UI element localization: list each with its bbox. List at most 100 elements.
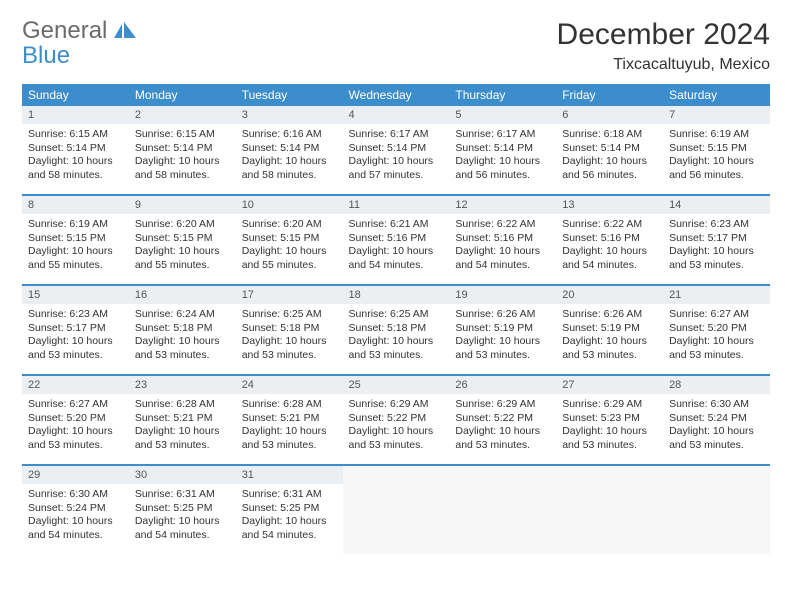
daylight-text: Daylight: 10 hours and 54 minutes. [455,245,550,272]
calendar-body: 1Sunrise: 6:15 AMSunset: 5:14 PMDaylight… [22,106,770,554]
sunset-text: Sunset: 5:18 PM [349,322,444,336]
daylight-text: Daylight: 10 hours and 56 minutes. [455,155,550,182]
calendar-day-cell: 30Sunrise: 6:31 AMSunset: 5:25 PMDayligh… [129,465,236,554]
calendar-day-cell: 20Sunrise: 6:26 AMSunset: 5:19 PMDayligh… [556,285,663,375]
title-block: December 2024 Tixcacaltuyub, Mexico [557,18,770,74]
daylight-text: Daylight: 10 hours and 55 minutes. [28,245,123,272]
weekday-header: Wednesday [343,84,450,106]
day-details: Sunrise: 6:26 AMSunset: 5:19 PMDaylight:… [449,304,556,369]
day-number: 19 [449,286,556,304]
logo-line2: Blue [22,42,70,69]
calendar-day-cell: .. [663,465,770,554]
daylight-text: Daylight: 10 hours and 53 minutes. [562,425,657,452]
day-details: Sunrise: 6:16 AMSunset: 5:14 PMDaylight:… [236,124,343,189]
day-number: 12 [449,196,556,214]
sunrise-text: Sunrise: 6:22 AM [455,218,550,232]
sunrise-text: Sunrise: 6:23 AM [669,218,764,232]
day-details: Sunrise: 6:22 AMSunset: 5:16 PMDaylight:… [449,214,556,279]
sunrise-text: Sunrise: 6:20 AM [242,218,337,232]
day-number: 23 [129,376,236,394]
logo-line1: General [22,17,107,44]
day-details: Sunrise: 6:28 AMSunset: 5:21 PMDaylight:… [236,394,343,459]
day-details: Sunrise: 6:19 AMSunset: 5:15 PMDaylight:… [22,214,129,279]
sunset-text: Sunset: 5:14 PM [349,142,444,156]
sunrise-text: Sunrise: 6:30 AM [28,488,123,502]
daylight-text: Daylight: 10 hours and 53 minutes. [135,335,230,362]
sunset-text: Sunset: 5:18 PM [242,322,337,336]
day-number: 20 [556,286,663,304]
daylight-text: Daylight: 10 hours and 53 minutes. [669,335,764,362]
calendar-day-cell: 8Sunrise: 6:19 AMSunset: 5:15 PMDaylight… [22,195,129,285]
calendar-day-cell: 10Sunrise: 6:20 AMSunset: 5:15 PMDayligh… [236,195,343,285]
sunrise-text: Sunrise: 6:19 AM [669,128,764,142]
weekday-header: Thursday [449,84,556,106]
daylight-text: Daylight: 10 hours and 53 minutes. [242,425,337,452]
day-details: Sunrise: 6:25 AMSunset: 5:18 PMDaylight:… [343,304,450,369]
sunrise-text: Sunrise: 6:25 AM [242,308,337,322]
sunset-text: Sunset: 5:25 PM [242,502,337,516]
day-details: Sunrise: 6:15 AMSunset: 5:14 PMDaylight:… [129,124,236,189]
day-number: 15 [22,286,129,304]
sunrise-text: Sunrise: 6:15 AM [28,128,123,142]
day-details: Sunrise: 6:20 AMSunset: 5:15 PMDaylight:… [129,214,236,279]
calendar-week-row: 29Sunrise: 6:30 AMSunset: 5:24 PMDayligh… [22,465,770,554]
daylight-text: Daylight: 10 hours and 54 minutes. [28,515,123,542]
sunset-text: Sunset: 5:22 PM [455,412,550,426]
day-number: 29 [22,466,129,484]
day-number: 17 [236,286,343,304]
sunrise-text: Sunrise: 6:19 AM [28,218,123,232]
day-details: Sunrise: 6:31 AMSunset: 5:25 PMDaylight:… [236,484,343,549]
sunset-text: Sunset: 5:16 PM [562,232,657,246]
day-details: Sunrise: 6:31 AMSunset: 5:25 PMDaylight:… [129,484,236,549]
sunrise-text: Sunrise: 6:21 AM [349,218,444,232]
calendar-day-cell: 5Sunrise: 6:17 AMSunset: 5:14 PMDaylight… [449,106,556,195]
calendar-day-cell: 23Sunrise: 6:28 AMSunset: 5:21 PMDayligh… [129,375,236,465]
day-details: Sunrise: 6:29 AMSunset: 5:23 PMDaylight:… [556,394,663,459]
sunrise-text: Sunrise: 6:24 AM [135,308,230,322]
day-details: Sunrise: 6:26 AMSunset: 5:19 PMDaylight:… [556,304,663,369]
weekday-header: Saturday [663,84,770,106]
header: General Blue December 2024 Tixcacaltuyub… [22,18,770,74]
calendar-day-cell: 15Sunrise: 6:23 AMSunset: 5:17 PMDayligh… [22,285,129,375]
day-details: Sunrise: 6:21 AMSunset: 5:16 PMDaylight:… [343,214,450,279]
calendar-day-cell: 9Sunrise: 6:20 AMSunset: 5:15 PMDaylight… [129,195,236,285]
daylight-text: Daylight: 10 hours and 58 minutes. [242,155,337,182]
day-details: Sunrise: 6:18 AMSunset: 5:14 PMDaylight:… [556,124,663,189]
calendar-day-cell: 7Sunrise: 6:19 AMSunset: 5:15 PMDaylight… [663,106,770,195]
daylight-text: Daylight: 10 hours and 54 minutes. [135,515,230,542]
calendar-day-cell: 31Sunrise: 6:31 AMSunset: 5:25 PMDayligh… [236,465,343,554]
page-title: December 2024 [557,18,770,52]
daylight-text: Daylight: 10 hours and 53 minutes. [28,335,123,362]
sunrise-text: Sunrise: 6:27 AM [28,398,123,412]
day-number: 28 [663,376,770,394]
daylight-text: Daylight: 10 hours and 53 minutes. [135,425,230,452]
day-number: 16 [129,286,236,304]
calendar-day-cell: 28Sunrise: 6:30 AMSunset: 5:24 PMDayligh… [663,375,770,465]
sunrise-text: Sunrise: 6:15 AM [135,128,230,142]
day-number: 18 [343,286,450,304]
logo-text: General Blue [22,18,136,68]
location-label: Tixcacaltuyub, Mexico [557,56,770,74]
sunset-text: Sunset: 5:16 PM [349,232,444,246]
daylight-text: Daylight: 10 hours and 56 minutes. [669,155,764,182]
daylight-text: Daylight: 10 hours and 53 minutes. [349,425,444,452]
day-number: 4 [343,106,450,124]
daylight-text: Daylight: 10 hours and 54 minutes. [562,245,657,272]
day-number: 5 [449,106,556,124]
calendar-day-cell: 2Sunrise: 6:15 AMSunset: 5:14 PMDaylight… [129,106,236,195]
calendar-day-cell: 29Sunrise: 6:30 AMSunset: 5:24 PMDayligh… [22,465,129,554]
daylight-text: Daylight: 10 hours and 57 minutes. [349,155,444,182]
weekday-header: Sunday [22,84,129,106]
day-number: 3 [236,106,343,124]
calendar-day-cell: 12Sunrise: 6:22 AMSunset: 5:16 PMDayligh… [449,195,556,285]
calendar-day-cell: 4Sunrise: 6:17 AMSunset: 5:14 PMDaylight… [343,106,450,195]
daylight-text: Daylight: 10 hours and 54 minutes. [242,515,337,542]
sunrise-text: Sunrise: 6:29 AM [349,398,444,412]
calendar-day-cell: 13Sunrise: 6:22 AMSunset: 5:16 PMDayligh… [556,195,663,285]
sunset-text: Sunset: 5:14 PM [28,142,123,156]
sunrise-text: Sunrise: 6:22 AM [562,218,657,232]
sunrise-text: Sunrise: 6:31 AM [242,488,337,502]
day-details: Sunrise: 6:17 AMSunset: 5:14 PMDaylight:… [449,124,556,189]
calendar-day-cell: 25Sunrise: 6:29 AMSunset: 5:22 PMDayligh… [343,375,450,465]
calendar-day-cell: .. [449,465,556,554]
